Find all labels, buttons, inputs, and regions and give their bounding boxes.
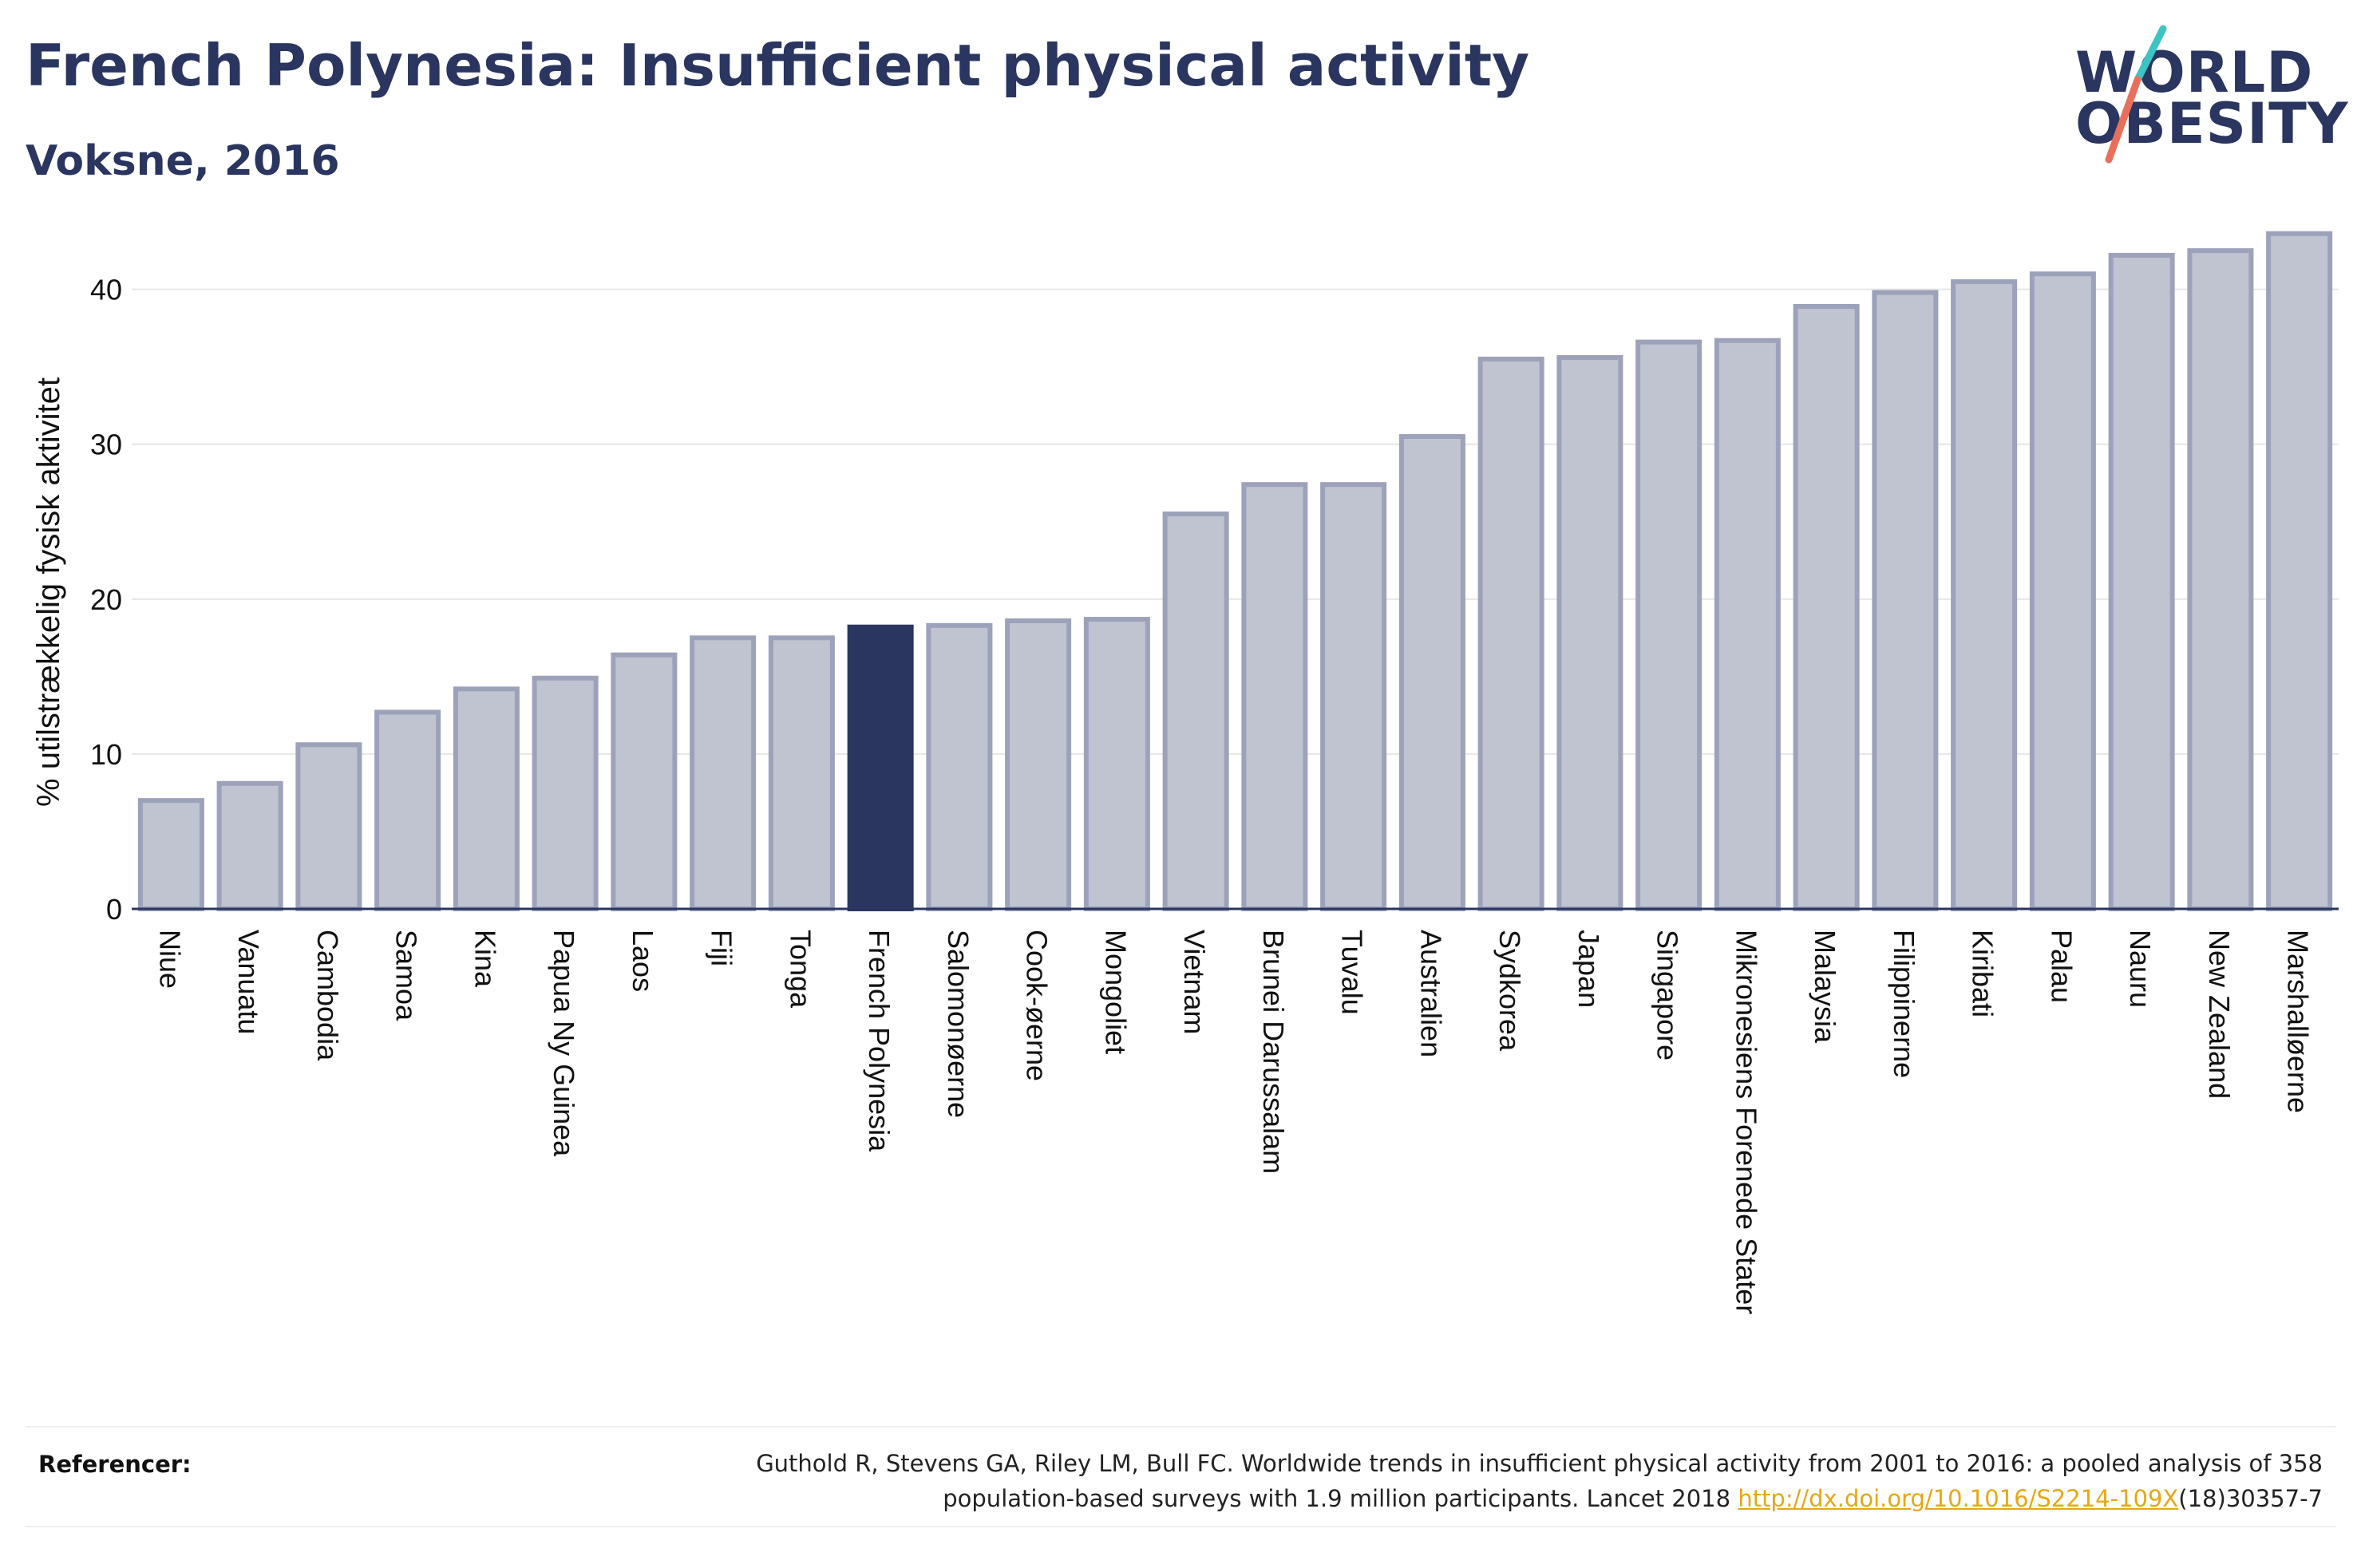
x-tick-label: Mongoliet xyxy=(1099,930,1132,1054)
x-tick-labels: Niue Vanuatu Cambodia Samoa Kina Papua Ny Gui… xyxy=(153,930,2314,1314)
bar-papua-ny-guinea[interactable] xyxy=(532,675,599,912)
bar-fiji[interactable] xyxy=(690,635,757,911)
bar-laos[interactable] xyxy=(611,652,678,911)
x-tick-label: Malaysia xyxy=(1809,930,1841,1044)
bars xyxy=(137,231,2333,912)
x-tick-label: Samoa xyxy=(390,930,423,1021)
bar-palau[interactable] xyxy=(2029,271,2096,911)
reference-line-1: Guthold R, Stevens GA, Riley LM, Bull FC… xyxy=(756,1450,2323,1477)
bar-marshall-erne[interactable] xyxy=(2266,231,2333,912)
footer-divider-top xyxy=(26,1426,2336,1428)
x-tick-label: Mikronesiens Forenede Stater xyxy=(1730,930,1762,1314)
bar-french-polynesia[interactable] xyxy=(847,624,914,911)
x-tick-label: Japan xyxy=(1572,930,1605,1008)
y-tick-label: 10 xyxy=(90,738,122,771)
x-tick-label: French Polynesia xyxy=(863,930,896,1152)
reference-line-2-end: (18)30357-7 xyxy=(2178,1485,2323,1512)
bar-australien[interactable] xyxy=(1398,434,1465,911)
x-tick-label: Vietnam xyxy=(1178,930,1211,1034)
x-tick-label: Salomonøerne xyxy=(942,930,975,1118)
references-text: Guthold R, Stevens GA, Riley LM, Bull FC… xyxy=(487,1446,2323,1516)
bar-filippinerne[interactable] xyxy=(1872,290,1939,911)
x-tick-label: Filippinerne xyxy=(1888,930,1920,1078)
bar-chart: 0 10 20 30 40 Niue Vanuatu Cambodia Samoa Kina Pa… xyxy=(31,231,2339,1314)
x-tick-label: Tonga xyxy=(784,930,817,1009)
bar-vanuatu[interactable] xyxy=(216,780,283,912)
y-tick-label: 40 xyxy=(90,274,122,306)
y-tick-label: 0 xyxy=(106,893,122,926)
logo-word-world: WORLD xyxy=(2075,40,2314,105)
bar-tuvalu[interactable] xyxy=(1320,482,1387,911)
x-tick-label: Cambodia xyxy=(311,930,344,1061)
footer-divider-bottom xyxy=(26,1526,2336,1527)
x-tick-label: Laos xyxy=(627,930,659,992)
chart-title: French Polynesia: Insufficient physical … xyxy=(26,32,1530,99)
bar-new-zealand[interactable] xyxy=(2187,248,2254,911)
world-obesity-logo: WORLD OBESITY xyxy=(2075,22,2348,174)
x-tick-label: Sydkorea xyxy=(1493,930,1526,1052)
bar-japan[interactable] xyxy=(1556,355,1623,911)
bar-nauru[interactable] xyxy=(2108,252,2175,912)
bar-malaysia[interactable] xyxy=(1793,303,1860,911)
chart-subtitle: Voksne, 2016 xyxy=(26,137,340,185)
x-tick-label: Tuvalu xyxy=(1336,930,1369,1015)
bar-niue[interactable] xyxy=(137,798,204,911)
bar-kina[interactable] xyxy=(453,686,520,912)
x-tick-label: New Zealand xyxy=(2203,930,2236,1099)
x-tick-label: Niue xyxy=(153,930,186,989)
x-tick-label: Papua Ny Guinea xyxy=(548,930,580,1157)
x-tick-label: Singapore xyxy=(1651,930,1684,1060)
x-tick-label: Palau xyxy=(2045,930,2078,1003)
x-tick-label: Australien xyxy=(1414,930,1447,1057)
y-tick-label: 20 xyxy=(90,583,122,616)
reference-line-2-start: population-based surveys with 1.9 millio… xyxy=(943,1485,1738,1512)
bar-sydkorea[interactable] xyxy=(1477,356,1544,911)
x-tick-label: Marshalløerne xyxy=(2282,930,2315,1113)
x-tick-label: Cook-øerne xyxy=(1021,930,1054,1081)
bar-brunei-darussalam[interactable] xyxy=(1241,482,1308,911)
x-tick-label: Brunei Darussalam xyxy=(1257,930,1290,1174)
x-tick-label: Fiji xyxy=(706,930,738,966)
y-tick-labels: 0 10 20 30 40 xyxy=(90,274,122,926)
logo-slash-icon xyxy=(2105,25,2167,164)
y-tick-label: 30 xyxy=(90,429,122,461)
x-tick-label: Vanuatu xyxy=(232,930,265,1034)
bar-singapore[interactable] xyxy=(1635,339,1703,911)
bar-tonga[interactable] xyxy=(768,635,835,911)
bar-cook-erne[interactable] xyxy=(1005,618,1072,911)
bar-cambodia[interactable] xyxy=(295,742,362,911)
x-tick-label: Nauru xyxy=(2124,930,2157,1008)
reference-doi-link[interactable]: http://dx.doi.org/10.1016/S2214-109X xyxy=(1738,1485,2179,1512)
y-axis-label: % utilstrækkelig fysisk aktivitet xyxy=(31,377,66,807)
references-label: Referencer: xyxy=(38,1451,192,1478)
x-tick-label: Kiribati xyxy=(1967,930,1999,1017)
x-tick-label: Kina xyxy=(469,930,501,988)
bar-mikronesiens-forenede-stater[interactable] xyxy=(1714,338,1781,912)
bar-samoa[interactable] xyxy=(374,709,441,911)
bar-vietnam[interactable] xyxy=(1162,511,1229,911)
bar-kiribati[interactable] xyxy=(1951,278,2018,911)
bar-mongoliet[interactable] xyxy=(1083,617,1150,911)
bar-salomon-erne[interactable] xyxy=(926,622,993,912)
